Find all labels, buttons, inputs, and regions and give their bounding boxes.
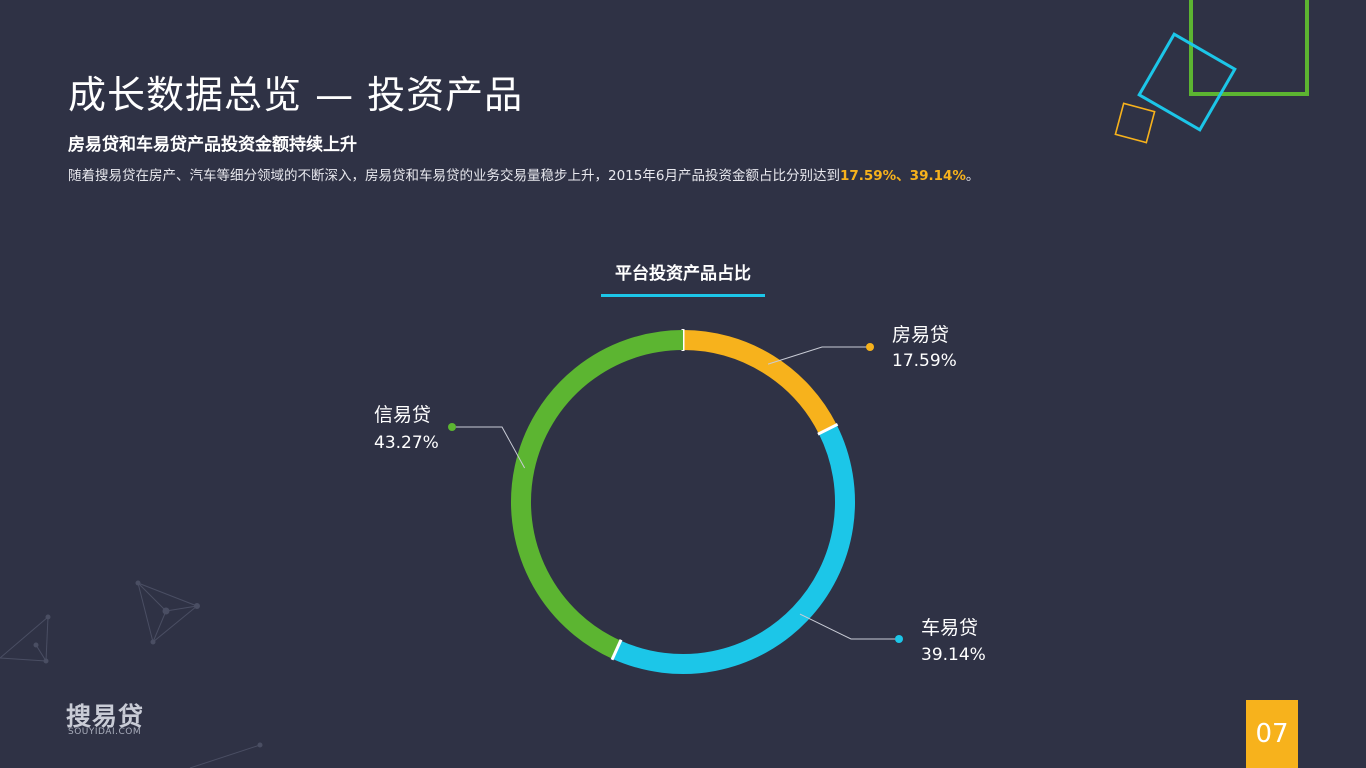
donut-slice [612,424,855,674]
description-end: 。 [965,168,980,184]
chart-title: 平台投资产品占比 [615,264,751,284]
page-number: 07 [1246,700,1298,768]
slice-separator [817,422,839,436]
leader-line [767,346,870,365]
slice-label: 信易贷 [374,404,431,426]
leader-line [452,426,526,469]
page-subtitle: 房易贷和车易贷产品投资金额持续上升 [68,135,357,155]
label-dot [895,635,903,643]
slice-labels: 房易贷 17.59% 车易贷 39.14% 信易贷 43.27% [374,324,986,665]
slice-label: 车易贷 [921,617,978,639]
slice-value-label: 17.59% [892,351,957,371]
page-title: 成长数据总览 — 投资产品 [68,73,524,117]
donut-slice [682,330,837,434]
description: 随着搜易贷在房产、汽车等细分领域的不断深入，房易贷和车易贷的业务交易量稳步上升，… [68,164,979,184]
slice-value-label: 39.14% [921,645,986,665]
deco-square-cyan [1137,32,1237,132]
slice-value-label: 43.27% [374,433,439,453]
chart-title-underline [601,294,765,297]
decorative-squares [1114,0,1309,144]
label-dot [448,423,456,431]
deco-square-orange [1114,102,1156,144]
deco-square-green [1189,0,1309,96]
description-highlight: 17.59%、39.14% [839,168,966,184]
logo: 搜易贷 [66,702,145,731]
logo-domain: SOUYIDAI.COM [68,727,142,737]
slice-separator [610,639,623,661]
label-dot [866,343,874,351]
donut-slice [511,330,684,659]
slice-label: 房易贷 [892,324,949,346]
leader-line [799,613,899,640]
description-text: 随着搜易贷在房产、汽车等细分领域的不断深入，房易贷和车易贷的业务交易量稳步上升，… [68,168,840,184]
decorative-network [0,580,263,768]
donut-chart [511,329,855,674]
